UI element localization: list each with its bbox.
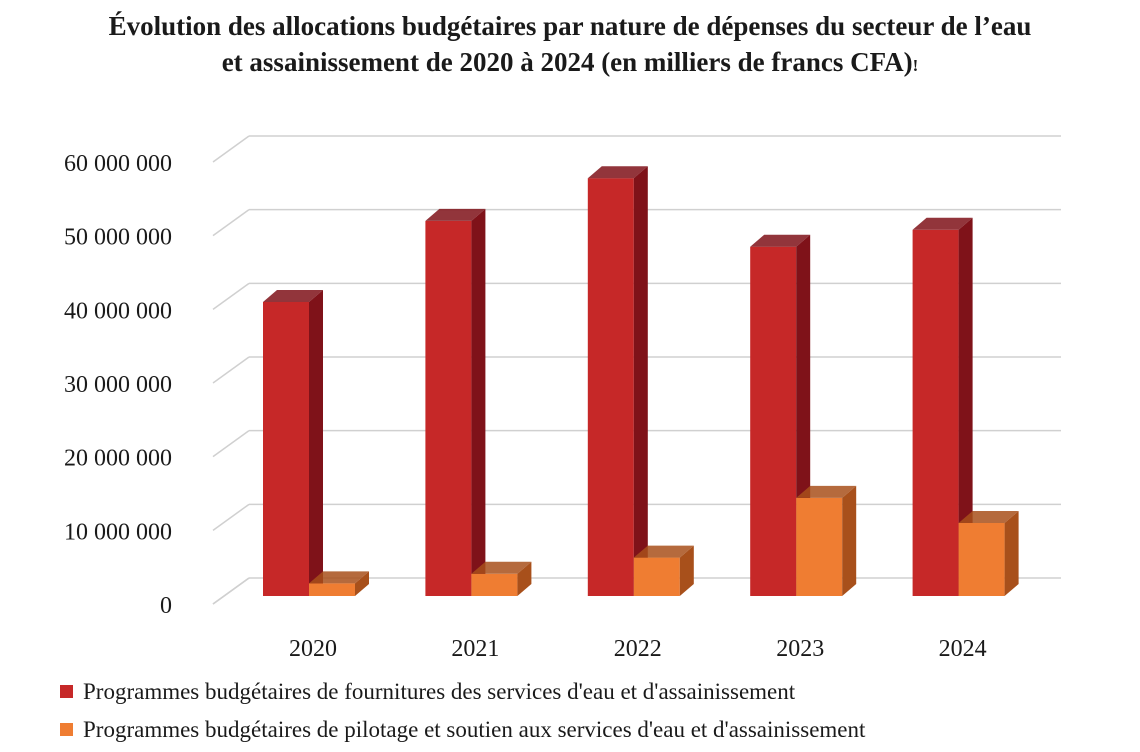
y-tick-label: 40 000 000	[64, 298, 172, 324]
bar-pilotage	[958, 510, 1019, 596]
bar-side	[958, 217, 973, 597]
chart-title: Évolution des allocations budgétaires pa…	[0, 8, 1140, 84]
bar-front	[263, 301, 309, 596]
bar-front	[471, 573, 518, 596]
gridline-diagonal	[212, 577, 250, 605]
bar-side	[309, 289, 323, 596]
bar-fournitures	[425, 208, 486, 596]
y-axis-tick-labels: 0 10 000 000 20 000 000 30 000 000 40 000 00…	[64, 151, 172, 619]
bar-top	[425, 208, 486, 221]
x-tick-label: 2024	[939, 636, 987, 662]
bar-top	[633, 545, 694, 558]
bar-front	[912, 229, 959, 597]
bar-top	[587, 166, 648, 179]
bar-front	[425, 220, 472, 596]
bar-side	[355, 571, 369, 596]
bar-fournitures	[912, 217, 973, 597]
y-tick-label: 30 000 000	[64, 372, 172, 398]
x-tick-label: 2020	[289, 636, 337, 662]
chart-title-line-2-text: et assainissement de 2020 à 2024 (en mil…	[221, 47, 913, 77]
bar-top	[912, 217, 973, 230]
bar-side	[679, 545, 694, 596]
legend-item-fournitures: Programmes budgétaires de fournitures de…	[60, 678, 795, 706]
bar-front	[750, 246, 797, 596]
bar-top	[471, 561, 532, 574]
legend-item-pilotage: Programmes budgétaires de pilotage et so…	[60, 716, 865, 744]
gridline-diagonal	[212, 282, 250, 310]
bar-side	[471, 208, 486, 596]
legend-label-pilotage: Programmes budgétaires de pilotage et so…	[83, 717, 866, 742]
x-tick-label: 2021	[451, 636, 499, 662]
bar-top	[958, 510, 1019, 523]
gridline-diagonal	[212, 135, 250, 163]
gridline-diagonal	[212, 209, 250, 237]
bar-front	[958, 522, 1005, 596]
bar-top	[309, 571, 369, 584]
bar-side	[1004, 510, 1019, 596]
bar-fournitures	[263, 289, 323, 596]
bars	[263, 166, 1019, 597]
y-tick-label: 0	[160, 593, 172, 619]
y-tick-label: 60 000 000	[64, 151, 172, 177]
chart-title-mark: !	[912, 56, 919, 75]
bar-side	[633, 166, 648, 596]
gridline-diagonal	[212, 356, 250, 384]
y-tick-label: 50 000 000	[64, 225, 172, 251]
y-tick-label: 10 000 000	[64, 519, 172, 545]
bar-side	[517, 561, 532, 596]
bar-pilotage	[796, 485, 857, 596]
bar-fournitures	[587, 166, 648, 596]
bar-front	[309, 583, 355, 596]
bar-side	[842, 485, 857, 596]
legend-label-fournitures: Programmes budgétaires de fournitures de…	[83, 679, 796, 704]
bar-front	[633, 557, 680, 596]
chart-title-line-2: et assainissement de 2020 à 2024 (en mil…	[0, 44, 1140, 84]
x-axis-tick-labels: 2020 2021 2022 2023 2024	[289, 636, 987, 662]
bar-top	[750, 234, 811, 247]
bar-top	[263, 289, 323, 302]
legend-swatch-pilotage	[60, 723, 73, 736]
y-tick-label: 20 000 000	[64, 446, 172, 472]
chart-title-line-1: Évolution des allocations budgétaires pa…	[108, 11, 1032, 41]
gridline-diagonal	[212, 503, 250, 531]
gridline-diagonal	[212, 430, 250, 458]
bar-pilotage	[309, 571, 369, 596]
legend-swatch-fournitures	[60, 685, 73, 698]
bar-pilotage	[471, 561, 532, 596]
bar-front	[796, 497, 843, 596]
bar-front	[587, 178, 634, 596]
x-tick-label: 2023	[776, 636, 824, 662]
bar-top	[796, 485, 857, 498]
bar-pilotage	[633, 545, 694, 596]
x-tick-label: 2022	[614, 636, 662, 662]
